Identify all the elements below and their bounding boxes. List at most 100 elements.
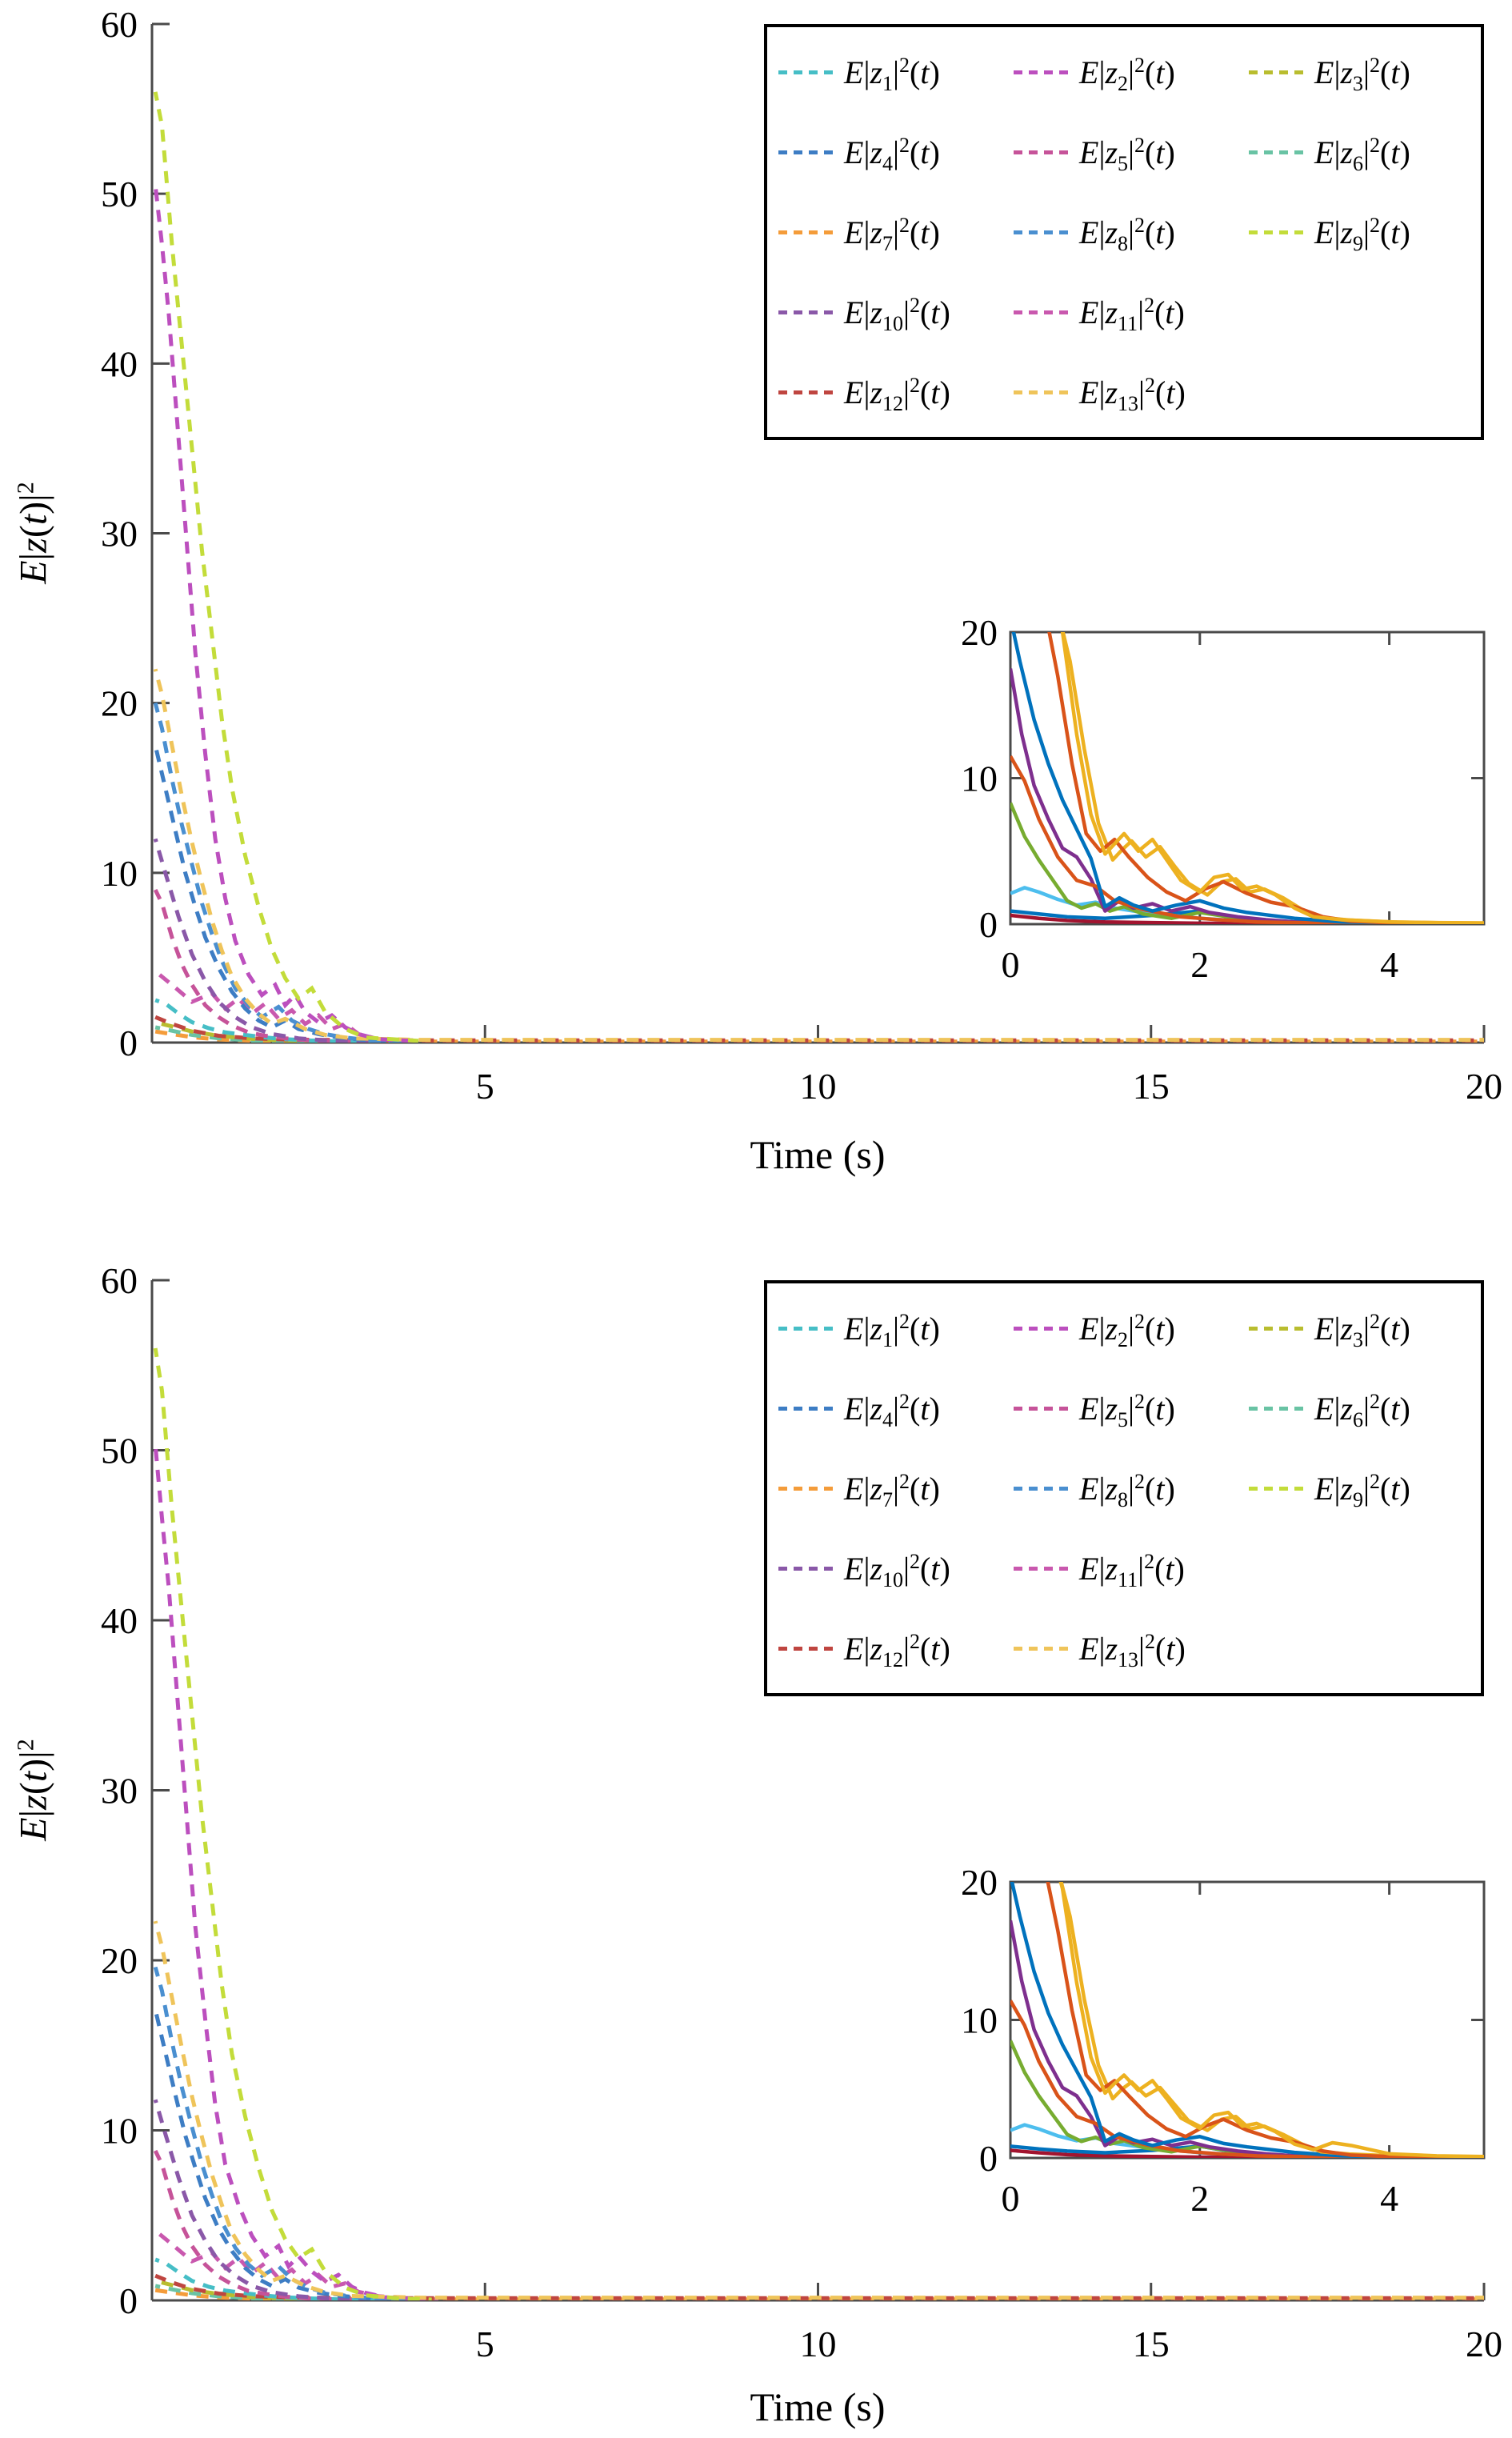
legend-dash-swatch [778,390,833,394]
legend-dash-swatch [778,1326,833,1331]
legend-entry-label: E|z7|2(t) [844,1469,940,1511]
curve-z13 [153,1920,1484,2300]
legend-dash-swatch [1249,1326,1303,1331]
y-tick-label: 30 [101,1771,138,1811]
legend-row-2: E|z4|2(t) E|z5|2(t) E|z6|2(t) [778,1370,1481,1447]
legend-row-4: E|z10|2(t) E|z11|2(t) [778,1530,1481,1607]
legend-entry-label: E|z5|2(t) [1079,1389,1175,1431]
inset-inset-orange-mid [1010,2000,1484,2158]
curve-z5 [153,888,352,1043]
inset-inset-gold-1 [1060,632,1484,924]
legend-dash-swatch [1249,70,1303,74]
legend-entry-label: E|z8|2(t) [1079,213,1175,255]
legend-entry-label: E|z13|2(t) [1079,1629,1186,1671]
inset-inset-gold-1 [1058,1882,1484,2158]
legend-entry-z7: E|z7|2(t) [778,1469,1014,1511]
legend-entry-label: E|z12|2(t) [844,373,950,415]
legend-row-3: E|z7|2(t) E|z8|2(t) E|z9|2(t) [778,1450,1481,1527]
legend-entry-z12: E|z12|2(t) [778,373,1014,415]
y-axis-label-bottom: E|z(t)|2 [12,1739,55,1841]
legend-entry-z10: E|z10|2(t) [778,294,1014,334]
legend-entry-label: E|z2|2(t) [1079,1309,1175,1351]
x-tick-label: 15 [1133,2324,1170,2364]
legend-dash-swatch [778,150,833,154]
legend-entry-label: E|z13|2(t) [1079,373,1186,415]
y-tick-label: 10 [101,853,138,894]
curve-z11 [154,2228,439,2300]
legend-entry-z7: E|z7|2(t) [778,213,1014,255]
legend-entry-z6: E|z6|2(t) [1249,1389,1484,1431]
legend-dash-swatch [1014,1406,1068,1411]
y-tick-label: 60 [101,1260,138,1301]
legend-entry-label: E|z2|2(t) [1079,53,1175,95]
legend-entry-z3: E|z3|2(t) [1249,1309,1484,1351]
legend-dash-swatch [1249,230,1303,234]
legend-row-2: E|z4|2(t) E|z5|2(t) E|z6|2(t) [778,114,1481,190]
x-tick-label: 5 [476,2324,494,2364]
legend-dash-swatch [778,1646,833,1651]
x-tick-label: 15 [1133,1066,1170,1107]
legend-entry-z5: E|z5|2(t) [1014,133,1249,175]
legend-row-1: E|z1|2(t) E|z2|2(t) E|z3|2(t) [778,1290,1481,1367]
legend-entry-z1: E|z1|2(t) [778,53,1014,95]
curve-z10 [153,2099,386,2300]
legend-entry-label: E|z5|2(t) [1079,133,1175,175]
legend-entry-z3: E|z3|2(t) [1249,53,1484,95]
inset-x-tick-label: 4 [1380,944,1398,985]
y-tick-label: 20 [101,1940,138,1981]
y-tick-label: 40 [101,343,138,384]
legend-dash-swatch [1014,150,1068,154]
legend-bottom-plot: E|z1|2(t) E|z2|2(t) E|z3|2(t) E|z4|2(t) E|z5… [764,1280,1484,1696]
y-tick-label: 60 [101,4,138,45]
legend-entry-label: E|z3|2(t) [1314,53,1410,95]
curve-z1 [154,998,419,1043]
legend-row-3: E|z7|2(t) E|z8|2(t) E|z9|2(t) [778,194,1481,270]
x-tick-label: 10 [800,2324,837,2364]
legend-entry-z8: E|z8|2(t) [1014,213,1249,255]
legend-entry-z13: E|z13|2(t) [1014,373,1249,415]
inset-x-tick-label: 0 [1002,944,1020,985]
legend-entry-label: E|z9|2(t) [1314,1469,1410,1511]
legend-entry-label: E|z8|2(t) [1079,1469,1175,1511]
legend-entry-label: E|z11|2(t) [1079,293,1185,335]
legend-top-plot: E|z1|2(t) E|z2|2(t) E|z3|2(t) E|z4|2(t) E|z5… [764,24,1484,440]
legend-entry-label: E|z4|2(t) [844,1389,940,1431]
legend-dash-swatch [1014,1566,1068,1571]
curve-z8 [153,703,419,1043]
curve-z2 [153,185,419,1043]
legend-dash-swatch [778,1566,833,1571]
legend-entry-label: E|z9|2(t) [1314,213,1410,255]
inset-x-tick-label: 2 [1190,2178,1209,2219]
inset-plot: 0 2 4 0 10 20 [961,1862,1486,2219]
legend-entry-label: E|z6|2(t) [1314,133,1410,175]
legend-entry-label: E|z11|2(t) [1079,1549,1185,1591]
inset-y-tick-label: 20 [961,1862,998,1903]
legend-entry-label: E|z4|2(t) [844,133,940,175]
legend-dash-swatch [1014,310,1068,314]
y-tick-label: 20 [101,683,138,724]
legend-entry-label: E|z1|2(t) [844,53,940,95]
curve-z9 [153,91,419,1043]
inset-y-tick-label: 20 [961,612,998,653]
inset-x-tick-label: 4 [1380,2178,1398,2219]
legend-entry-z5: E|z5|2(t) [1014,1389,1249,1431]
legend-entry-label: E|z7|2(t) [844,213,940,255]
legend-dash-swatch [1014,390,1068,394]
y-tick-label: 40 [101,1600,138,1641]
legend-row-1: E|z1|2(t) E|z2|2(t) E|z3|2(t) [778,34,1481,110]
inset-y-tick-label: 10 [961,759,998,799]
legend-row-4: E|z10|2(t) E|z11|2(t) [778,274,1481,350]
legend-entry-z4: E|z4|2(t) [778,1389,1014,1431]
x-tick-label: 5 [476,1066,494,1107]
legend-entry-label: E|z10|2(t) [844,1549,950,1591]
legend-dash-swatch [778,1406,833,1411]
curve-z2 [153,1444,419,2300]
inset-inset-blue [1011,632,1484,924]
legend-entry-label: E|z3|2(t) [1314,1309,1410,1351]
legend-entry-label: E|z6|2(t) [1314,1389,1410,1431]
legend-entry-z2: E|z2|2(t) [1014,1309,1249,1351]
legend-dash-swatch [1014,1326,1068,1331]
curve-z12 [154,1015,1484,1043]
